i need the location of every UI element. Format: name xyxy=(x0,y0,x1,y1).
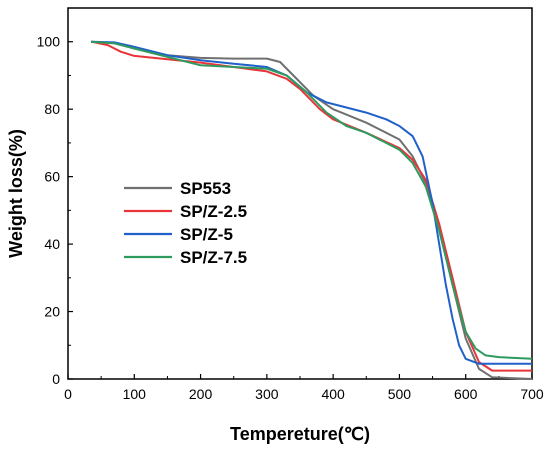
legend-label: SP/Z-2.5 xyxy=(180,202,247,221)
y-tick-label: 60 xyxy=(44,169,60,185)
x-tick-label: 200 xyxy=(189,386,213,402)
x-axis-label: Tempereture(℃) xyxy=(230,424,370,444)
series-group xyxy=(90,40,533,380)
y-tick-label: 0 xyxy=(52,371,60,387)
legend: SP553 SP/Z-2.5 SP/Z-5 SP/Z-7.5 xyxy=(124,179,247,267)
legend-label: SP/Z-5 xyxy=(180,225,233,244)
x-tick-label: 0 xyxy=(64,386,72,402)
y-tick-label: 100 xyxy=(37,34,61,50)
series-line-3 xyxy=(91,40,532,365)
y-tick-label: 40 xyxy=(44,236,60,252)
x-tick-label: 400 xyxy=(321,386,345,402)
x-tick-label: 500 xyxy=(388,386,412,402)
y-axis-label: Weight loss(%) xyxy=(6,129,26,258)
series-line-2 xyxy=(90,40,532,372)
x-tick-label: 600 xyxy=(454,386,478,402)
legend-label: SP/Z-7.5 xyxy=(180,248,247,267)
x-tick-label: 300 xyxy=(255,386,279,402)
x-tick-label: 100 xyxy=(123,386,147,402)
axis-ticks: 0 100 200 300 400 500 600 700 0 20 40 60 80 100 xyxy=(37,34,544,402)
y-tick-label: 20 xyxy=(44,304,60,320)
x-tick-label: 700 xyxy=(520,386,544,402)
y-tick-label: 80 xyxy=(44,101,60,117)
series-line-4 xyxy=(91,40,533,360)
legend-label: SP553 xyxy=(180,179,231,198)
